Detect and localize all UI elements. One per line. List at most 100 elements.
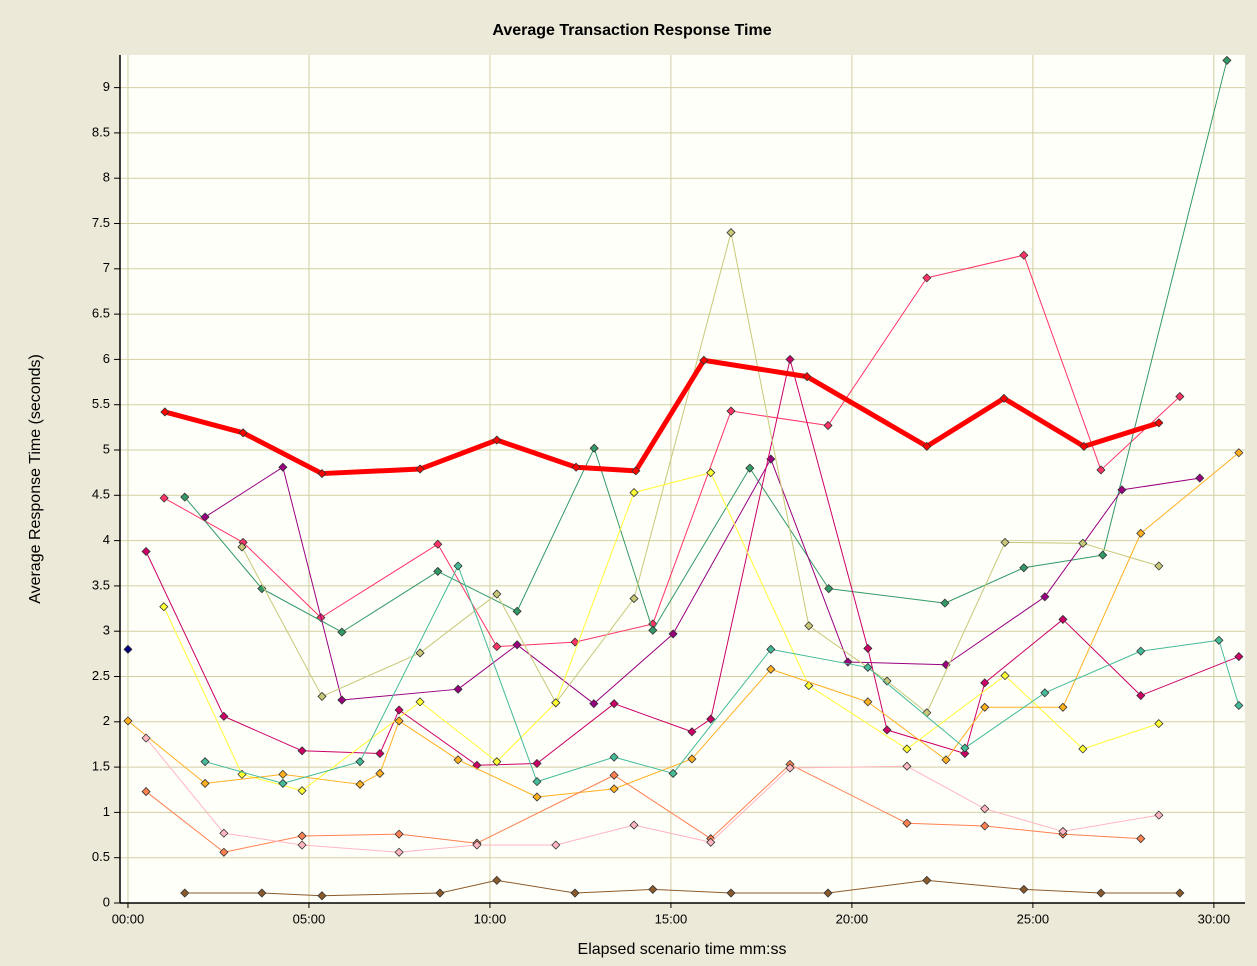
marker xyxy=(1040,592,1050,602)
marker xyxy=(375,748,385,759)
marker xyxy=(394,829,404,839)
y-axis-title: Average Response Time (seconds) xyxy=(27,354,44,604)
marker xyxy=(1154,810,1164,820)
marker xyxy=(159,602,169,612)
marker xyxy=(415,464,425,474)
marker xyxy=(823,888,833,898)
marker xyxy=(1175,888,1185,898)
series-line xyxy=(204,565,1240,784)
marker xyxy=(629,594,639,604)
y-tick-label: 0.5 xyxy=(92,849,110,864)
marker xyxy=(902,761,912,771)
marker xyxy=(609,770,619,780)
y-tick-label: 2.5 xyxy=(92,668,110,683)
marker xyxy=(200,512,210,522)
marker xyxy=(1058,702,1068,712)
marker xyxy=(141,733,151,743)
marker xyxy=(766,664,776,674)
marker xyxy=(802,372,812,382)
marker xyxy=(570,637,580,647)
marker xyxy=(532,777,542,787)
marker xyxy=(882,725,892,735)
y-tick-label: 2 xyxy=(103,713,110,728)
x-tick-label: 00:00 xyxy=(112,911,145,926)
marker xyxy=(980,678,990,688)
marker xyxy=(1058,826,1068,836)
marker xyxy=(668,629,678,639)
marker xyxy=(317,468,327,479)
marker xyxy=(123,644,133,654)
marker xyxy=(512,640,522,650)
marker xyxy=(766,644,776,654)
marker xyxy=(570,888,580,898)
marker xyxy=(609,699,619,709)
marker xyxy=(726,406,736,416)
marker xyxy=(1096,888,1106,898)
marker xyxy=(687,727,697,737)
marker xyxy=(843,657,853,667)
marker xyxy=(355,757,365,767)
marker xyxy=(882,676,892,686)
marker xyxy=(940,598,950,608)
marker xyxy=(726,888,736,898)
marker xyxy=(902,818,912,828)
marker xyxy=(706,468,716,478)
marker xyxy=(1000,671,1010,681)
marker xyxy=(980,702,990,712)
marker xyxy=(668,768,678,779)
marker xyxy=(863,643,873,653)
marker xyxy=(785,354,795,364)
marker xyxy=(648,625,658,635)
marker xyxy=(394,716,404,726)
marker xyxy=(433,539,443,549)
marker xyxy=(1117,485,1127,495)
x-tick-label: 20:00 xyxy=(836,911,869,926)
marker xyxy=(629,488,639,498)
marker xyxy=(257,584,267,594)
marker xyxy=(1222,55,1232,66)
marker xyxy=(532,758,542,769)
marker xyxy=(785,763,795,773)
marker xyxy=(375,768,385,779)
marker xyxy=(589,699,599,709)
grid xyxy=(120,55,1245,904)
series-line xyxy=(145,358,1240,766)
y-tick-label: 8 xyxy=(103,170,110,185)
y-tick-label: 4.5 xyxy=(92,487,110,502)
marker xyxy=(609,752,619,762)
marker xyxy=(1175,391,1185,402)
x-tick-label: 25:00 xyxy=(1017,911,1050,926)
x-tick-label: 10:00 xyxy=(474,911,507,926)
marker xyxy=(141,786,151,797)
marker xyxy=(1136,690,1146,701)
marker xyxy=(219,828,229,838)
marker xyxy=(1058,614,1068,624)
marker xyxy=(706,837,716,847)
x-tick-label: 30:00 xyxy=(1198,911,1231,926)
marker xyxy=(1000,537,1010,547)
marker xyxy=(337,695,347,705)
marker xyxy=(278,778,288,788)
marker xyxy=(492,435,502,445)
marker xyxy=(237,542,247,552)
marker xyxy=(492,642,502,652)
marker xyxy=(804,621,814,631)
marker xyxy=(1096,465,1106,475)
marker xyxy=(1098,550,1108,560)
marker xyxy=(745,463,755,473)
marker xyxy=(1234,700,1244,711)
marker xyxy=(648,884,658,894)
marker xyxy=(278,769,288,779)
marker xyxy=(863,697,873,707)
marker xyxy=(141,546,151,557)
y-tick-label: 6 xyxy=(103,351,110,366)
x-axis-title: Elapsed scenario time mm:ss xyxy=(578,941,787,958)
marker xyxy=(1136,528,1146,538)
marker xyxy=(492,875,502,885)
marker xyxy=(180,888,190,898)
marker xyxy=(532,792,542,802)
marker xyxy=(394,705,404,715)
marker xyxy=(200,757,210,767)
marker xyxy=(472,840,482,850)
